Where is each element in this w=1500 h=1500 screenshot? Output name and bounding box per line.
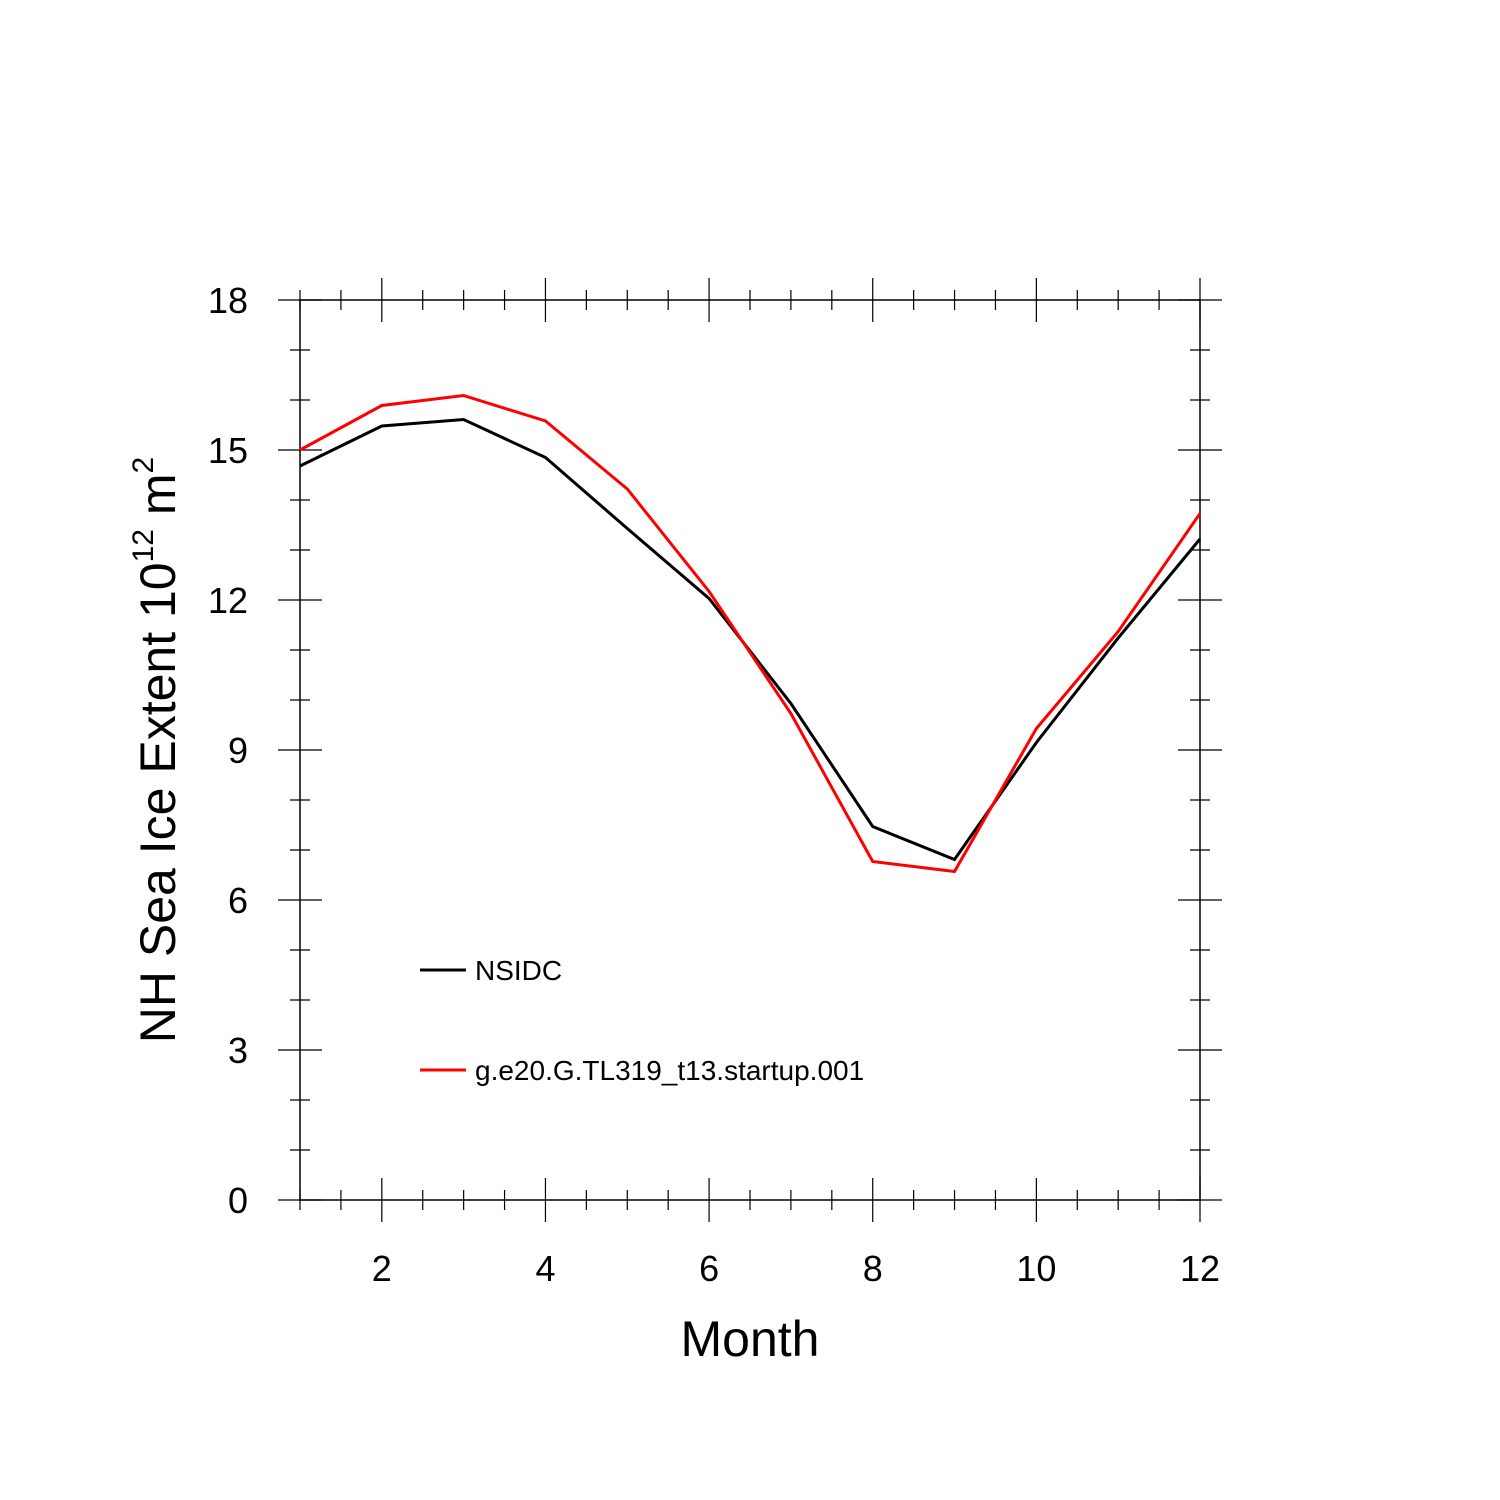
legend-label-model: g.e20.G.TL319_t13.startup.001 xyxy=(475,1055,864,1086)
y-axis-title-unit: m xyxy=(130,473,186,529)
y-tick-label: 15 xyxy=(208,430,248,471)
series-lines xyxy=(299,393,1202,874)
tick-labels: 2 4 6 8 10 12 0 3 6 9 12 15 18 xyxy=(208,280,1220,1289)
series-line-1 xyxy=(299,393,1202,874)
x-tick-label: 4 xyxy=(535,1248,555,1289)
y-axis-title: NH Sea Ice Extent 1012 m2 xyxy=(127,457,186,1043)
y-tick-label: 9 xyxy=(228,730,248,771)
legend: NSIDC g.e20.G.TL319_t13.startup.001 xyxy=(420,955,864,1086)
y-axis-title-exponent: 12 xyxy=(127,529,160,562)
x-tick-label: 12 xyxy=(1180,1248,1220,1289)
x-tick-label: 6 xyxy=(699,1248,719,1289)
x-tick-label: 10 xyxy=(1016,1248,1056,1289)
x-tick-label: 8 xyxy=(863,1248,883,1289)
y-tick-label: 0 xyxy=(228,1180,248,1221)
x-axis-title: Month xyxy=(681,1311,820,1367)
y-tick-label: 12 xyxy=(208,580,248,621)
tick-marks xyxy=(278,278,1222,1222)
y-tick-label: 3 xyxy=(228,1030,248,1071)
y-axis-title-unit-exponent: 2 xyxy=(127,457,160,474)
y-axis-title-text: NH Sea Ice Extent 10 xyxy=(130,562,186,1043)
y-tick-label: 18 xyxy=(208,280,248,321)
y-tick-label: 6 xyxy=(228,880,248,921)
legend-label-nsidc: NSIDC xyxy=(475,955,562,986)
x-tick-label: 2 xyxy=(372,1248,392,1289)
series-line-0 xyxy=(299,417,1202,862)
